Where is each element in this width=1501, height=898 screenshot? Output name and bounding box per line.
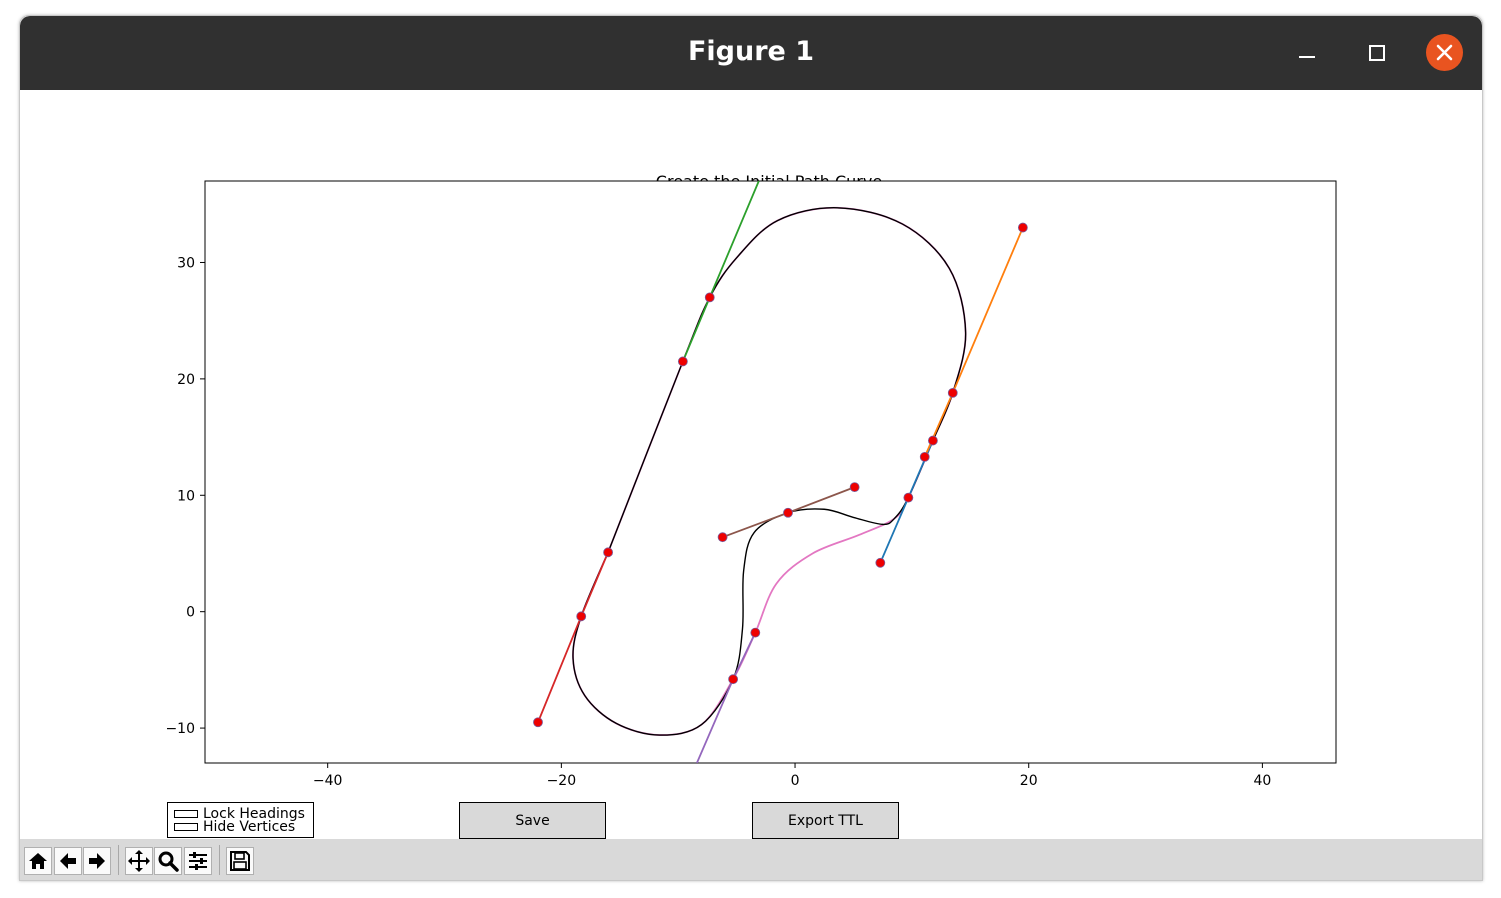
- path-vertex: [750, 627, 761, 638]
- x-tick-label: 0: [791, 773, 800, 789]
- y-tick-label: 30: [177, 255, 195, 271]
- save-button[interactable]: Save: [459, 802, 606, 839]
- path-vertex: [717, 532, 728, 543]
- path-vertex: [947, 387, 958, 398]
- home-button[interactable]: [24, 847, 52, 875]
- pan-icon: [128, 850, 150, 872]
- pan-button[interactable]: [125, 847, 153, 875]
- zoom-button[interactable]: [154, 847, 182, 875]
- minimize-button[interactable]: [1291, 40, 1321, 70]
- path-vertex: [849, 482, 860, 493]
- forward-arrow-icon: [89, 853, 105, 869]
- x-tick-label: −40: [313, 773, 343, 789]
- home-icon: [29, 853, 47, 869]
- path-vertex: [928, 435, 938, 446]
- hide-vertices-label: Hide Vertices: [203, 819, 296, 835]
- back-arrow-icon: [60, 853, 76, 869]
- back-button[interactable]: [54, 847, 82, 875]
- figure-window: Figure 1 Create the Initial Path Curve −…: [19, 15, 1483, 881]
- path-vertex: [728, 674, 739, 685]
- close-button[interactable]: [1426, 34, 1463, 71]
- save-figure-icon: [230, 851, 250, 871]
- navigation-toolbar: [20, 839, 1482, 880]
- y-tick-label: 20: [177, 372, 195, 388]
- plot-vertices: [533, 222, 1028, 728]
- checkbox-panel: Lock Headings Hide Vertices: [167, 802, 314, 838]
- plot-area[interactable]: [204, 180, 1337, 764]
- y-tick-label: 0: [186, 605, 195, 621]
- configure-subplots-icon: [189, 852, 207, 870]
- path-vertex: [533, 717, 543, 728]
- forward-button[interactable]: [83, 847, 111, 875]
- path-vertex: [783, 507, 793, 518]
- maximize-button[interactable]: [1360, 38, 1392, 70]
- checkbox-box[interactable]: [174, 823, 198, 831]
- configure-subplots-button[interactable]: [184, 847, 212, 875]
- toolbar-separator: [118, 845, 119, 875]
- y-tick-label: 10: [177, 488, 195, 504]
- export-ttl-button[interactable]: Export TTL: [752, 802, 899, 839]
- x-tick-label: −20: [547, 773, 577, 789]
- lock-headings-label: Lock Headings: [203, 806, 305, 822]
- title-bar[interactable]: Figure 1: [20, 16, 1482, 90]
- path-vertex: [1017, 222, 1028, 233]
- path-vertex: [704, 292, 715, 303]
- path-vertex: [903, 492, 914, 503]
- black-path-curve: [572, 207, 967, 736]
- x-tick-label: 20: [1020, 773, 1038, 789]
- path-vertex: [576, 611, 587, 622]
- checkbox-box[interactable]: [174, 810, 198, 818]
- zoom-icon: [158, 851, 179, 872]
- x-tick-label: 40: [1253, 773, 1271, 789]
- window-title: Figure 1: [687, 36, 815, 67]
- figure-canvas[interactable]: Create the Initial Path Curve −40−200204…: [20, 90, 1482, 839]
- path-vertex: [677, 356, 688, 367]
- path-vertex: [919, 451, 930, 462]
- toolbar-separator: [219, 845, 220, 875]
- axis-ticks: −40 −20 0 20 40 −10 0 10 20 30: [165, 255, 1271, 789]
- save-figure-button[interactable]: [226, 847, 254, 875]
- close-icon: [1436, 44, 1453, 61]
- hide-vertices-checkbox[interactable]: Hide Vertices: [174, 819, 296, 835]
- y-tick-label: −10: [165, 721, 195, 737]
- path-vertex: [875, 557, 886, 568]
- lock-headings-checkbox[interactable]: Lock Headings: [174, 806, 305, 822]
- path-vertex: [603, 547, 613, 558]
